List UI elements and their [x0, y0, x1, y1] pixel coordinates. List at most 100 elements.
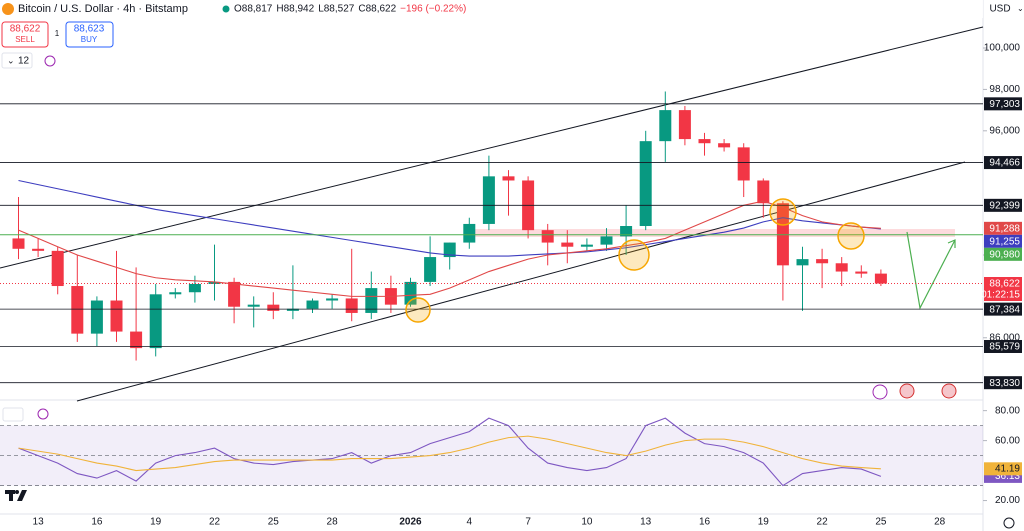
candle-body [757, 180, 770, 204]
refresh-icon[interactable] [44, 55, 56, 67]
ohlc-value: O88,817 [234, 4, 273, 15]
candle-body [71, 286, 84, 334]
btc-icon [2, 3, 14, 15]
x-tick-label: 28 [934, 517, 946, 528]
y-tick-label: 96,000 [989, 125, 1020, 136]
market-status [222, 5, 230, 13]
sell-button[interactable] [1, 21, 49, 48]
candle-body [620, 226, 633, 237]
x-tick-label: 25 [875, 517, 887, 528]
line-series [18, 417, 882, 487]
projection-arrow [906, 231, 956, 310]
candle-body [874, 273, 887, 284]
rsi-toggle[interactable] [2, 407, 24, 422]
price-label: 97,303 [989, 99, 1020, 110]
arrow-head [947, 239, 956, 248]
candle-body [580, 244, 593, 247]
highlight-circle [405, 297, 431, 323]
buy-button[interactable] [65, 21, 114, 48]
candle-body [169, 292, 182, 295]
candle-body [796, 259, 809, 266]
price-label: 92,399 [989, 200, 1020, 211]
value-label-box [984, 462, 1022, 476]
x-tick-label: 7 [525, 517, 531, 528]
candle-body [365, 288, 378, 313]
highlight-circle [769, 198, 797, 226]
symbol-title: Bitcoin / U.S. Dollar · 4h · Bitstamp [18, 3, 188, 15]
currency: USD [989, 4, 1010, 15]
refresh-icon[interactable] [37, 408, 49, 420]
x-tick-label: 2026 [399, 517, 422, 528]
line-series [18, 200, 881, 297]
line-series [18, 179, 881, 257]
price-label: 91,288 [989, 223, 1020, 234]
candle-body [149, 294, 162, 349]
candle-body [345, 298, 358, 313]
candle-body [541, 230, 554, 243]
header-bg [0, 0, 983, 18]
line-series [18, 435, 881, 472]
event-icon[interactable] [872, 384, 888, 400]
ohlc-value: −196 (−0.22%) [400, 4, 466, 15]
candle-body [286, 308, 299, 311]
candle-body [678, 110, 691, 140]
y-tick-label: 86,000 [989, 332, 1020, 343]
buy-label: BUY [81, 35, 98, 44]
price-label-box [984, 234, 1022, 248]
candle-body [51, 250, 64, 287]
y-tick-label: 98,000 [989, 84, 1020, 95]
indicator-chevron: ⌄ [7, 55, 15, 65]
sell-price: 88,622 [10, 24, 41, 35]
ohlc-value: H88,942 [276, 4, 314, 15]
price-label-box [984, 277, 1022, 302]
x-tick-label: 22 [817, 517, 829, 528]
candle-body [32, 248, 45, 251]
indicators-toggle[interactable] [1, 52, 33, 69]
candle-body [188, 283, 201, 293]
candle-body [855, 271, 868, 274]
price-label: 90,980 [989, 249, 1020, 260]
candle-body [737, 147, 750, 181]
indicators-count: 12 [18, 56, 30, 67]
x-tick-label: 28 [327, 517, 339, 528]
x-tick-label: 10 [581, 517, 593, 528]
candle-body [835, 263, 848, 272]
buy-price: 88,623 [74, 24, 105, 35]
y-tick-label: 60.00 [995, 435, 1020, 446]
price-label: 88,622 [989, 279, 1020, 290]
candle-body [228, 281, 241, 307]
x-tick-label: 13 [33, 517, 45, 528]
candle-body [561, 242, 574, 247]
candle-body [502, 176, 515, 181]
ohlc-value: L88,527 [318, 4, 355, 15]
event-icon[interactable] [941, 383, 957, 399]
price-label-box [984, 339, 1022, 353]
tv-logo [5, 490, 27, 501]
price-label: 91,255 [989, 236, 1020, 247]
candle-body [12, 238, 25, 249]
candle-body [90, 300, 103, 334]
x-tick-label: 13 [640, 517, 652, 528]
x-tick-label: 19 [150, 517, 162, 528]
event-icon[interactable] [899, 383, 915, 399]
candle-body [816, 259, 829, 264]
candle-body [424, 257, 437, 282]
highlight-circle [618, 239, 650, 271]
price-label-box [984, 221, 1022, 235]
candle-body [698, 139, 711, 144]
y-tick-label: 80.00 [995, 405, 1020, 416]
value-label: 36.13 [995, 471, 1020, 482]
candle-body [600, 236, 613, 245]
zone-band [475, 229, 955, 237]
ohlc-value: C88,622 [358, 4, 396, 15]
candle-body [130, 331, 143, 349]
price-label-box [984, 198, 1022, 212]
candle-body [718, 143, 731, 148]
candle-body [326, 298, 339, 301]
quantity: 1 [55, 29, 60, 38]
value-label: 41.19 [995, 463, 1020, 474]
settings-icon[interactable] [1003, 517, 1015, 529]
candle-body [208, 281, 221, 284]
